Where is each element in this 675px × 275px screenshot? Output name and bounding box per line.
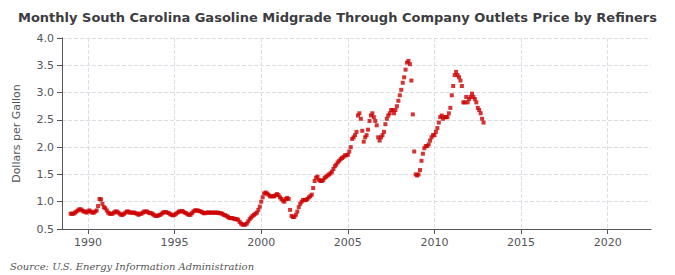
svg-text:Dollars per Gallon: Dollars per Gallon <box>10 84 23 183</box>
svg-text:1990: 1990 <box>74 236 102 249</box>
svg-text:2005: 2005 <box>334 236 362 249</box>
svg-text:1.0: 1.0 <box>37 195 55 208</box>
svg-text:3.0: 3.0 <box>37 86 55 99</box>
svg-text:3.5: 3.5 <box>37 59 55 72</box>
svg-text:Source: U.S. Energy Informatio: Source: U.S. Energy Information Administ… <box>10 261 254 272</box>
svg-text:2010: 2010 <box>420 236 448 249</box>
svg-text:1995: 1995 <box>161 236 189 249</box>
svg-text:2020: 2020 <box>594 236 622 249</box>
svg-text:2.0: 2.0 <box>37 141 55 154</box>
svg-text:1.5: 1.5 <box>37 168 55 181</box>
svg-text:0.5: 0.5 <box>37 223 55 236</box>
svg-text:4.0: 4.0 <box>37 32 55 45</box>
svg-text:Monthly South Carolina Gasolin: Monthly South Carolina Gasoline Midgrade… <box>18 10 657 25</box>
svg-text:2000: 2000 <box>247 236 275 249</box>
svg-text:2015: 2015 <box>507 236 535 249</box>
svg-text:2.5: 2.5 <box>37 113 55 126</box>
